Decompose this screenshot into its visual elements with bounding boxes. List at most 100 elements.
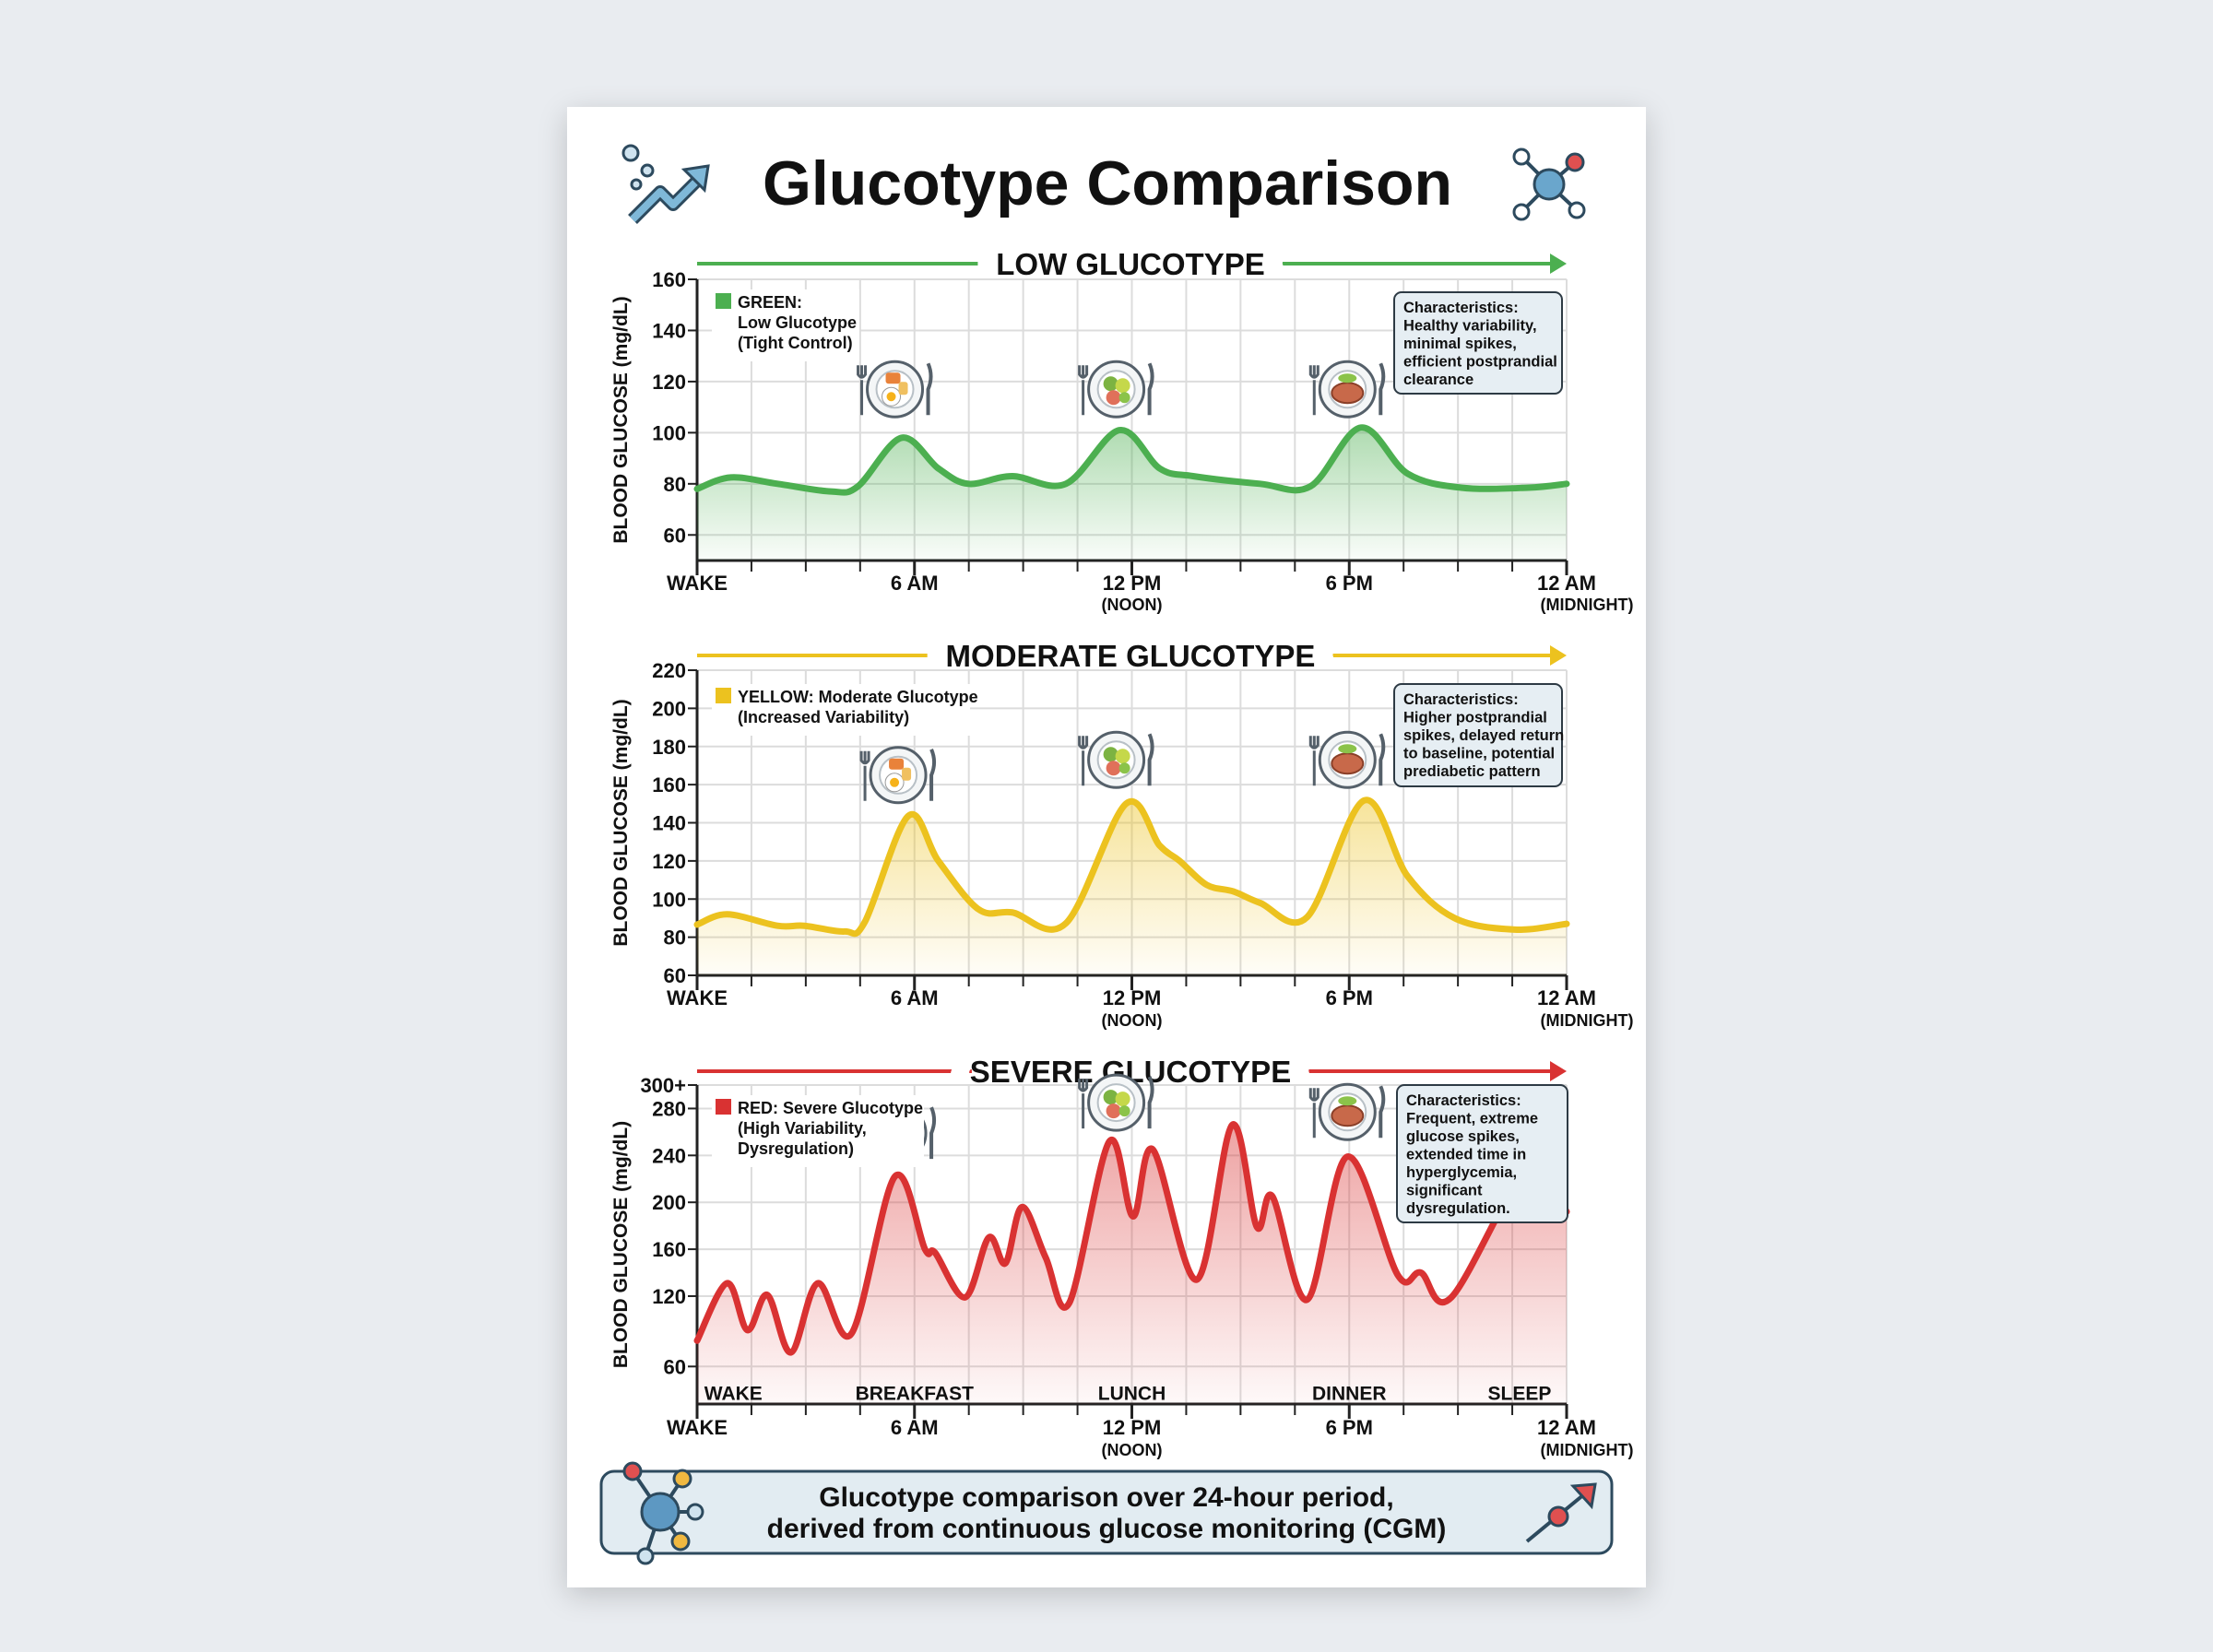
- characteristics-text: extended time in: [1406, 1147, 1526, 1163]
- characteristics-text: minimal spikes,: [1403, 336, 1517, 352]
- x-tick-sublabel: (MIDNIGHT): [1541, 1011, 1634, 1030]
- characteristics-text: clearance: [1403, 372, 1473, 388]
- legend-text: Dysregulation): [738, 1139, 854, 1158]
- y-axis-label: BLOOD GLUCOSE (mg/dL): [610, 699, 632, 946]
- x-tick-label: 12 PM: [1103, 1416, 1162, 1439]
- legend: RED: Severe Glucotype (High Variability,D…: [712, 1095, 924, 1167]
- series-area: [697, 799, 1567, 975]
- y-tick-label: 80: [664, 926, 686, 950]
- legend-text: YELLOW: Moderate Glucotype: [738, 688, 978, 706]
- dinner-plate-icon: [1308, 730, 1386, 789]
- x-tick-label: 6 PM: [1326, 986, 1373, 1009]
- y-tick-label: 120: [652, 371, 686, 394]
- footer-line: Glucotype comparison over 24-hour period…: [819, 1482, 1393, 1513]
- characteristics-text: prediabetic pattern: [1403, 763, 1541, 780]
- arrow-right-icon: [1550, 1061, 1567, 1081]
- molecule-icon: [622, 1461, 704, 1565]
- breakfast-plate-icon: [857, 360, 933, 419]
- y-tick-label: 220: [652, 659, 686, 682]
- characteristics-box: Characteristics: Frequent, extremeglucose…: [1396, 1084, 1568, 1223]
- characteristics-text: efficient postprandial: [1403, 354, 1557, 371]
- y-tick-label: 160: [652, 773, 686, 796]
- series-area: [697, 427, 1567, 560]
- legend-text: (Tight Control): [738, 334, 853, 352]
- y-tick-label: 240: [652, 1144, 686, 1167]
- x-tick-sublabel: (NOON): [1102, 596, 1163, 614]
- arrow-right-icon: [1550, 645, 1567, 666]
- x-tick-label: 6 AM: [891, 986, 939, 1009]
- arrow-up-right-icon: [1525, 1482, 1597, 1543]
- characteristics-box: Characteristics: Healthy variability,mini…: [1393, 291, 1563, 395]
- series-line: [693, 1121, 1570, 1356]
- x-tick-sublabel: (MIDNIGHT): [1541, 596, 1634, 614]
- characteristics-text: Healthy variability,: [1403, 318, 1537, 335]
- trend-arrow-bubbles-icon: [621, 144, 710, 224]
- characteristics-text: to baseline, potential: [1403, 746, 1555, 762]
- footer-banner: Glucotype comparison over 24-hour period…: [599, 1461, 1614, 1565]
- chart-heading: MODERATE GLUCOTYPE: [697, 619, 1567, 693]
- x-tick-label: 12 AM: [1537, 1416, 1596, 1439]
- chart-1: LOW GLUCOTYPE 60 80 100 120 140 160 WAKE 6 AM 12 …: [610, 227, 1634, 614]
- chart-3: SEVERE GLUCOTYPE60120160200240280300+WAK…: [610, 1034, 1634, 1459]
- chart-2: MODERATE GLUCOTYPE 60 80 100 120 140 160 180 200…: [610, 619, 1634, 1030]
- lunch-plate-icon: [1078, 730, 1154, 789]
- y-tick-label: 300+: [640, 1074, 686, 1097]
- legend-swatch: [716, 1099, 731, 1115]
- x-tick-label: 6 PM: [1326, 572, 1373, 595]
- x-tick-sublabel: (NOON): [1102, 1441, 1163, 1459]
- y-axis-label: BLOOD GLUCOSE (mg/dL): [610, 1121, 632, 1368]
- y-tick-label: 120: [652, 850, 686, 873]
- chart-heading: LOW GLUCOTYPE: [697, 227, 1567, 301]
- y-tick-label: 280: [652, 1097, 686, 1120]
- molecule-icon: [1512, 148, 1586, 221]
- characteristics-text: dysregulation.: [1406, 1200, 1510, 1217]
- y-tick-label: 60: [664, 1355, 686, 1378]
- x-tick-label: WAKE: [667, 986, 728, 1009]
- characteristics-text: Higher postprandial: [1403, 710, 1547, 726]
- legend-text: (High Variability,: [738, 1119, 867, 1138]
- y-tick-label: 100: [652, 421, 686, 444]
- characteristics-text: significant: [1406, 1183, 1483, 1199]
- x-tick-label: 12 AM: [1537, 986, 1596, 1009]
- event-label: WAKE: [704, 1383, 763, 1404]
- event-label: LUNCH: [1098, 1383, 1166, 1404]
- characteristics-text: spikes, delayed return: [1403, 727, 1564, 744]
- x-tick-label: 12 PM: [1103, 986, 1162, 1009]
- y-tick-label: 200: [652, 697, 686, 720]
- y-tick-label: 160: [652, 268, 686, 291]
- characteristics-box: Characteristics: Higher postprandialspike…: [1393, 683, 1564, 787]
- characteristics-text: hyperglycemia,: [1406, 1164, 1517, 1181]
- breakfast-plate-icon: [859, 746, 937, 805]
- y-tick-label: 100: [652, 888, 686, 911]
- lunch-plate-icon: [1078, 360, 1154, 419]
- y-axis-label: BLOOD GLUCOSE (mg/dL): [610, 296, 632, 543]
- series-line: [693, 424, 1570, 496]
- x-tick-label: 12 AM: [1537, 572, 1596, 595]
- footer-line: derived from continuous glucose monitori…: [767, 1514, 1447, 1544]
- event-label: BREAKFAST: [856, 1383, 975, 1404]
- legend-text: (Increased Variability): [738, 708, 909, 726]
- y-tick-label: 140: [652, 812, 686, 835]
- legend-text: GREEN:: [738, 293, 802, 312]
- event-label: DINNER: [1312, 1383, 1387, 1404]
- x-tick-label: WAKE: [667, 572, 728, 595]
- y-tick-label: 120: [652, 1285, 686, 1308]
- event-label: SLEEP: [1487, 1383, 1551, 1404]
- legend-text: RED: Severe Glucotype: [738, 1099, 923, 1117]
- y-tick-label: 60: [664, 964, 686, 987]
- characteristics-text: glucose spikes,: [1406, 1128, 1520, 1145]
- y-tick-label: 140: [652, 319, 686, 342]
- lunch-plate-icon: [1078, 1073, 1154, 1132]
- y-tick-label: 60: [664, 524, 686, 547]
- legend-swatch: [716, 293, 731, 309]
- page-title: Glucotype Comparison: [763, 148, 1452, 218]
- chart-heading-text: MODERATE GLUCOTYPE: [946, 639, 1316, 673]
- y-tick-label: 200: [652, 1191, 686, 1214]
- legend: YELLOW: Moderate Glucotype (Increased Var…: [712, 684, 978, 736]
- x-tick-sublabel: (NOON): [1102, 1011, 1163, 1030]
- x-tick-label: WAKE: [667, 1416, 728, 1439]
- y-tick-label: 180: [652, 736, 686, 759]
- characteristics-text: Characteristics:: [1406, 1092, 1521, 1109]
- x-tick-sublabel: (MIDNIGHT): [1541, 1441, 1634, 1459]
